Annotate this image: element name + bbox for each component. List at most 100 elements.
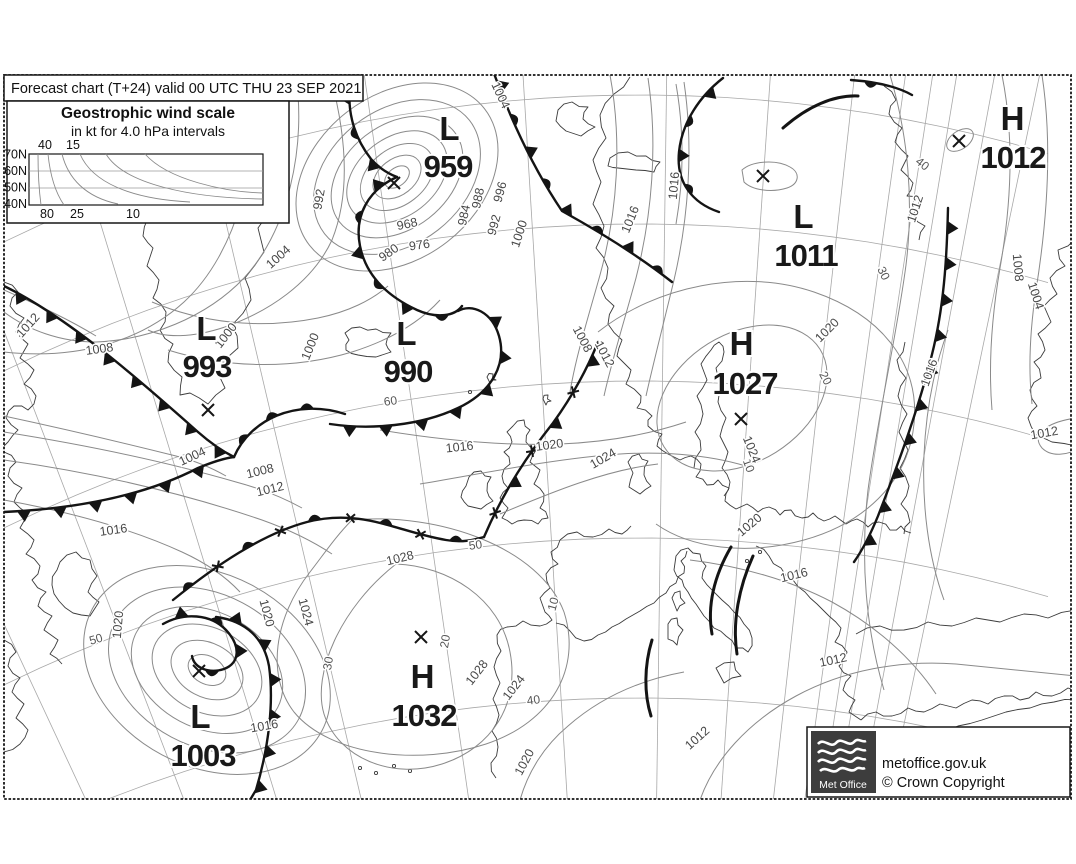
cold-front-triangle: [158, 480, 172, 494]
isobar-value-label: 1028: [463, 657, 491, 688]
frontolysis-cross: [414, 528, 427, 540]
cold-front-triangle: [263, 744, 277, 759]
small-island: [744, 558, 750, 564]
low-pressure-letter: L: [439, 110, 459, 147]
footer-url: metoffice.gov.uk: [882, 756, 987, 772]
warm-front: [232, 407, 347, 459]
pressure-centre-cross: [952, 134, 966, 148]
cold-front-triangle: [236, 643, 248, 658]
pressure-value: 1003: [171, 738, 237, 773]
warm-front-semicircle: [265, 412, 279, 421]
cold-front-triangle: [214, 445, 227, 459]
isobar-value-label: 1016: [99, 521, 129, 539]
wind-scale-title: Geostrophic wind scale: [61, 105, 235, 122]
frontolysis-cross: [274, 525, 287, 538]
cold-front-triangle: [934, 328, 948, 343]
warm-front-semicircle: [541, 178, 551, 191]
cold-front-triangle: [372, 179, 386, 192]
cold-front-triangle: [703, 86, 717, 99]
cold-front-triangle: [879, 500, 892, 514]
isobar-value-label: 1020: [110, 610, 126, 639]
cold-front-triangle: [864, 533, 878, 546]
warm-front-semicircle: [307, 514, 322, 522]
graticule-degree-label: 30: [320, 655, 336, 671]
small-island: [391, 763, 397, 769]
isobar-value-label: 1020: [512, 747, 537, 778]
pressure-value: 1011: [774, 238, 838, 273]
isobar-value-label: 1012: [682, 723, 712, 752]
front-symbols: [15, 80, 959, 794]
cold-front-triangle: [678, 148, 690, 163]
longitude-line: [804, 75, 906, 799]
cold-front-triangle: [524, 146, 538, 159]
coastline: [896, 341, 911, 535]
cold-front: [4, 455, 236, 514]
cold-front-triangle: [342, 425, 357, 438]
warm-front-semicircle: [590, 225, 603, 235]
coastline: [51, 551, 100, 617]
coastline: [555, 101, 596, 137]
isobar-value-label: 1012: [1029, 424, 1059, 443]
cold-front-triangle: [185, 422, 198, 436]
graticule-degree-label: 50: [88, 630, 105, 647]
warm-front: [849, 78, 914, 97]
chart-title: Forecast chart (T+24) valid 00 UTC THU 2…: [11, 81, 361, 97]
wind-scale-latitude-label: 40N: [4, 197, 27, 211]
warm-front-semicircle: [373, 278, 384, 290]
warm-front-semicircle: [183, 582, 195, 592]
longitude-line: [773, 75, 855, 799]
coastline: [4, 451, 63, 665]
isobar-value-label: 1016: [445, 439, 474, 456]
longitude-line: [888, 75, 1040, 799]
coastline: [499, 419, 549, 525]
low-pressure-letter: L: [793, 198, 813, 235]
coastline: [715, 661, 742, 684]
longitude-line: [821, 75, 934, 799]
cold-front-triangle: [269, 672, 282, 687]
coastline: [673, 547, 753, 653]
cold-front-triangle: [891, 466, 905, 480]
cold-front-triangle: [174, 606, 189, 619]
wind-scale-latitude-label: 70N: [4, 148, 27, 162]
wind-scale-diagram: [28, 153, 264, 206]
warm-front-semicircle: [204, 670, 219, 677]
pressure-centre-cross: [756, 169, 770, 183]
high-pressure-letter: H: [411, 658, 434, 695]
longitude-line: [859, 75, 995, 799]
warm-front-semicircle: [350, 126, 359, 140]
cold-front-triangle: [926, 363, 939, 378]
isobar-value-label: 1012: [255, 479, 285, 499]
cold-front-triangle: [621, 241, 634, 255]
coastline: [344, 326, 392, 358]
trough-line: [644, 638, 654, 718]
coastline: [671, 590, 686, 612]
latitude-line: [4, 223, 1049, 372]
isobar-value-label: 992: [485, 213, 504, 237]
coastline: [542, 394, 552, 406]
isobar-value-label: 1008: [245, 461, 275, 481]
cold-front-triangle: [351, 245, 364, 260]
cold-front-triangle: [508, 475, 522, 488]
cold-front-triangle: [947, 220, 959, 235]
warm-front-semicircle: [379, 518, 393, 527]
cold-front-triangle: [449, 406, 462, 420]
coastline: [460, 470, 494, 510]
wind-scale-subtitle: in kt for 4.0 hPa intervals: [71, 123, 225, 139]
occluded-front: [677, 76, 725, 214]
graticule-degree-label: 50: [468, 537, 483, 553]
cold-front-triangle: [378, 425, 393, 437]
cold-front-triangle: [16, 510, 31, 522]
longitude-line: [363, 75, 470, 799]
coastline: [883, 85, 926, 241]
wind-scale-bottom-value: 80: [40, 207, 54, 221]
coastline: [4, 639, 29, 753]
header-box: Forecast chart (T+24) valid 00 UTC THU 2…: [3, 74, 364, 102]
latitude-line: [107, 697, 1049, 799]
graticule-degree-label: 20: [437, 633, 453, 649]
cold-front-triangle: [488, 316, 502, 329]
graticule-degree-label: 20: [816, 369, 835, 388]
wind-scale-top-value: 15: [66, 138, 80, 152]
isobar-value-label: 1020: [734, 511, 764, 540]
